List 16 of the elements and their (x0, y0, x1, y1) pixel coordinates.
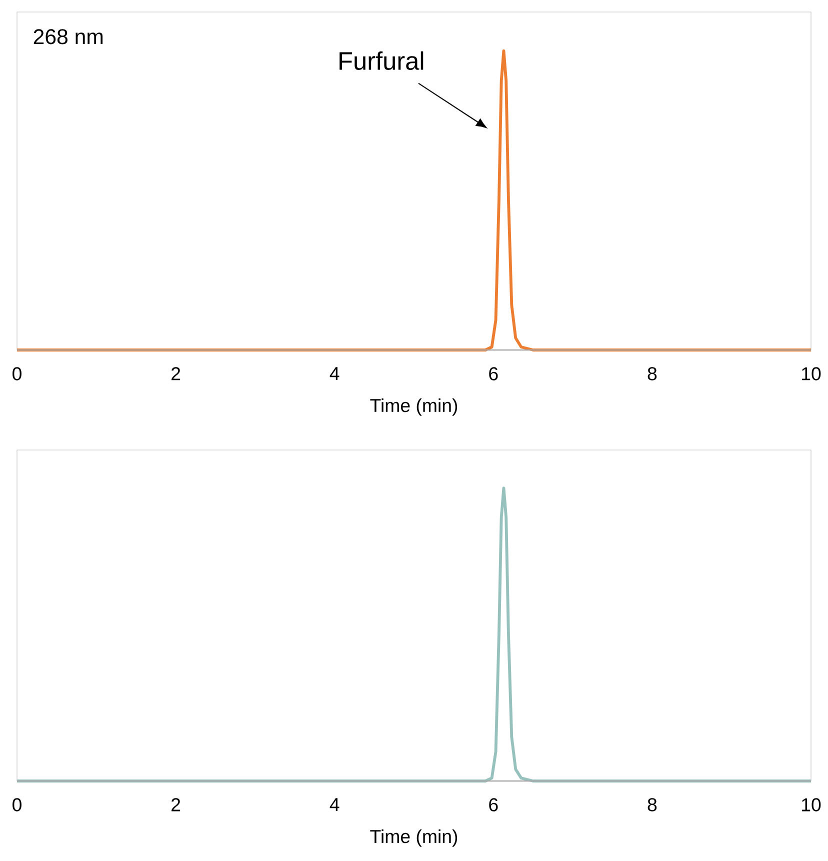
x-axis-title: Time (min) (370, 398, 458, 416)
annotation: Furfural (340, 51, 424, 70)
x-tick-label: 4 (330, 367, 340, 380)
x-tick-label: 6 (489, 367, 498, 380)
x-tick-label: 0 (12, 798, 22, 812)
x-tick-label: 10 (802, 367, 821, 380)
x-tick-label: 2 (172, 367, 180, 380)
x-axis-title: Time (min) (370, 829, 458, 847)
x-tick-label: 4 (330, 798, 340, 811)
x-tick-label: 0 (12, 367, 22, 380)
x-tick-label: 6 (489, 798, 498, 812)
x-tick-label: 10 (802, 798, 821, 812)
text: 268 nm (34, 29, 103, 44)
x-tick-label: 2 (172, 798, 180, 812)
x-tick-label: 8 (648, 367, 657, 380)
x-tick-label: 8 (648, 798, 657, 812)
